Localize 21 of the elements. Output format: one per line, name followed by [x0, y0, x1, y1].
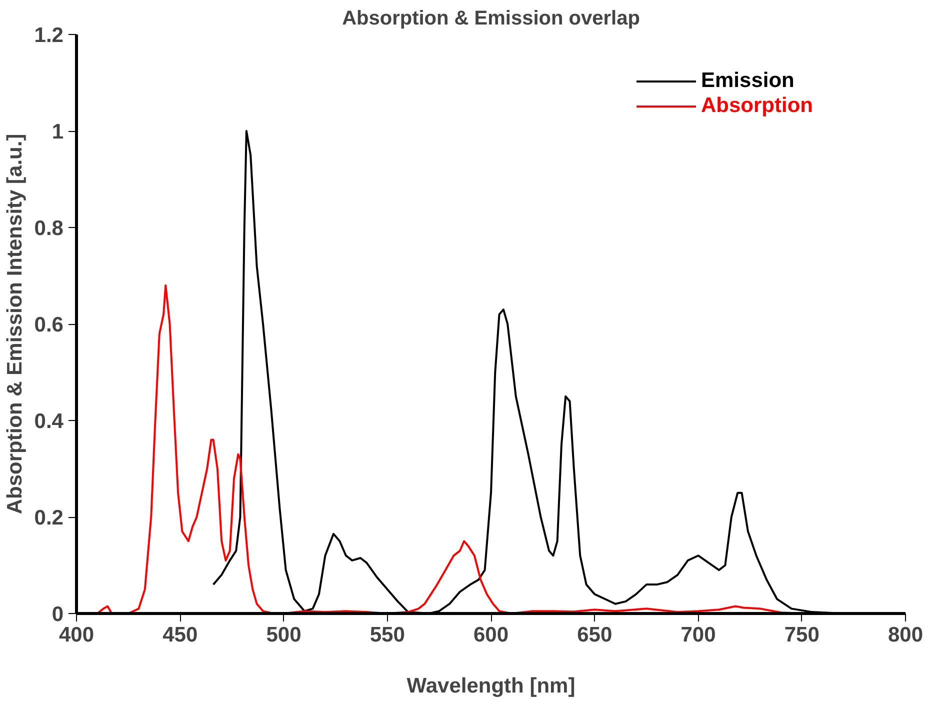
y-tick-label: 0 [52, 603, 64, 626]
x-tick-label: 750 [784, 624, 820, 646]
y-tick-label: 0.8 [34, 217, 64, 240]
x-tick-label: 400 [58, 624, 94, 646]
y-tick-label: 0.4 [34, 410, 64, 433]
x-tick-label: 800 [888, 624, 924, 646]
x-tick-label: 650 [577, 624, 612, 646]
y-tick-label: 0.6 [34, 314, 64, 336]
x-tick-label: 450 [162, 624, 198, 646]
legend-label: Emission [701, 69, 794, 93]
y-tick-label: 1 [52, 120, 64, 144]
y-axis-title: Absorption & Emission Intensity [a.u.] [3, 134, 26, 514]
x-tick-label: 600 [473, 624, 509, 646]
x-tick-label: 550 [370, 624, 405, 646]
x-tick-label: 700 [680, 624, 716, 646]
y-tick-label: 1.2 [34, 24, 64, 47]
y-tick-label: 0.2 [34, 506, 64, 530]
chart-title: Absorption & Emission overlap [342, 8, 640, 30]
x-tick-label: 500 [266, 624, 302, 646]
legend-label: Absorption [701, 94, 813, 118]
x-axis-title: Wavelength [nm] [406, 674, 576, 698]
